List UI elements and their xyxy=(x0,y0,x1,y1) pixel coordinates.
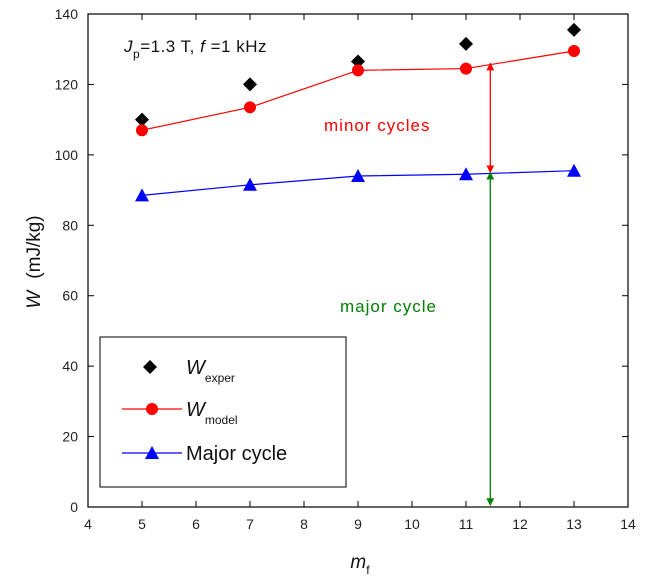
legend-marker-w-exper xyxy=(143,360,157,374)
x-tick-label: 4 xyxy=(84,516,92,532)
y-tick-label: 120 xyxy=(55,76,79,92)
axis-ticks xyxy=(87,13,629,508)
x-tick-label: 5 xyxy=(138,516,146,532)
data-point-w-model xyxy=(136,124,148,137)
condition-label: Jp=1.3 T, f =1 kHz xyxy=(123,37,267,61)
x-tick-label: 7 xyxy=(246,516,254,532)
data-point-w-exper xyxy=(459,36,473,51)
legend-label-w-model: Wmodel xyxy=(186,399,238,427)
condition-j-sub: p xyxy=(133,47,140,61)
data-point-w-exper xyxy=(567,22,581,37)
major-cycle-label: major cycle xyxy=(340,297,437,316)
legend-box xyxy=(99,336,347,488)
x-axis-title: mf xyxy=(350,552,370,577)
legend-label-w-exper: Wexper xyxy=(186,357,235,385)
y-tick-label: 40 xyxy=(62,358,78,374)
condition-f: f xyxy=(200,37,207,56)
data-point-w-model xyxy=(244,101,256,114)
data-point-w-model xyxy=(460,62,472,75)
data-point-w-exper xyxy=(351,54,365,69)
data-point-w-exper xyxy=(135,112,149,127)
data-point-major-cycle xyxy=(135,188,149,202)
data-point-major-cycle xyxy=(567,163,581,177)
y-tick-label: 140 xyxy=(55,6,79,22)
data-point-major-cycle xyxy=(243,177,257,191)
legend-w-exper-sub: exper xyxy=(205,371,235,385)
y-tick-label: 20 xyxy=(62,429,78,445)
legend: Wexper Wmodel Major cycle xyxy=(99,336,347,488)
y-tick-label: 80 xyxy=(62,217,78,233)
data-point-major-cycle xyxy=(459,167,473,181)
x-tick-label: 8 xyxy=(300,516,308,532)
condition-j-value: =1.3 T, xyxy=(140,37,200,56)
x-tick-label: 6 xyxy=(192,516,200,532)
condition-j: J xyxy=(123,37,133,56)
legend-label-major-cycle: Major cycle xyxy=(186,443,287,465)
x-tick-label: 12 xyxy=(512,516,528,532)
y-tick-label: 0 xyxy=(70,499,78,515)
x-axis-label-subscript: f xyxy=(366,563,370,577)
x-tick-label: 11 xyxy=(459,516,474,532)
data-point-major-cycle xyxy=(351,168,365,182)
legend-marker-w-model xyxy=(146,403,158,415)
legend-w-model-sub: model xyxy=(205,413,238,427)
x-tick-label: 10 xyxy=(404,516,420,532)
legend-w-model-main: W xyxy=(186,399,207,421)
minor-cycles-label: minor cycles xyxy=(324,116,430,135)
y-axis-label: W xyxy=(24,289,45,309)
legend-marker-major-cycle xyxy=(145,446,159,459)
y-axis-unit: (mJ/kg) xyxy=(24,215,45,278)
y-tick-label: 100 xyxy=(55,147,79,163)
condition-f-value: =1 kHz xyxy=(205,37,267,56)
x-tick-label: 13 xyxy=(566,516,582,532)
y-tick-label: 60 xyxy=(62,288,78,304)
series-markers xyxy=(135,22,581,202)
x-axis-label: m xyxy=(350,552,366,573)
y-axis-title: W (mJ/kg) xyxy=(24,215,45,308)
x-tick-label: 9 xyxy=(354,516,362,532)
data-point-w-exper xyxy=(243,77,257,92)
data-point-w-model xyxy=(352,64,364,77)
legend-w-exper-main: W xyxy=(186,357,207,379)
x-tick-label: 14 xyxy=(620,516,636,532)
data-point-w-model xyxy=(568,44,580,57)
